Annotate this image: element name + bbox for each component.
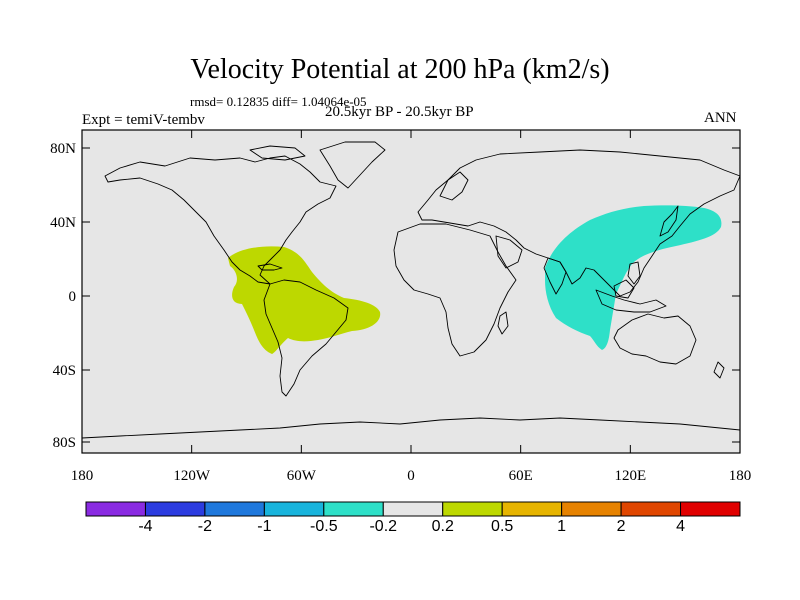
colorbar-box — [204, 501, 265, 517]
map-background — [82, 130, 740, 453]
lon-tick-label: 180 — [71, 468, 94, 484]
colorbar-box — [620, 501, 682, 517]
india-coast — [543, 257, 567, 295]
indonesia-coast — [595, 289, 667, 313]
colorbar-box — [442, 501, 503, 517]
antarctica-coast — [81, 417, 741, 439]
colorbar-label: -2 — [197, 518, 213, 535]
lat-tick-label: 80N — [50, 141, 76, 157]
colorbar-label: 1 — [557, 518, 567, 535]
caribbean-coast — [257, 263, 283, 271]
scandinavia-coast — [439, 171, 469, 201]
lon-tick-label: 60W — [287, 468, 317, 484]
new-zealand-coast — [713, 361, 725, 379]
experiment-label: Expt = temiV-tembv — [82, 112, 205, 128]
madagascar-coast — [497, 311, 509, 335]
africa-coast — [393, 223, 517, 357]
colorbar-box — [561, 501, 622, 517]
colorbar-box — [680, 501, 741, 517]
japan-coast — [659, 205, 679, 237]
americas-positive-anomaly — [228, 246, 381, 354]
colorbar-label: -0.5 — [310, 518, 338, 535]
anomaly-layer — [228, 205, 722, 354]
stats-text: rmsd= 0.12835 diff= 1.04064e-05 — [190, 94, 367, 109]
greenland-coast — [319, 141, 386, 189]
plot-title: Velocity Potential at 200 hPa (km2/s) — [190, 54, 610, 85]
colorbar-label: 4 — [676, 518, 685, 535]
lat-tick-label: 40N — [50, 215, 76, 231]
lon-tick-label: 120E — [614, 468, 646, 484]
colorbar-label: 2 — [616, 518, 626, 535]
south-america-coast — [263, 279, 349, 397]
colorbar-box — [323, 501, 384, 517]
season-label: ANN — [704, 110, 737, 126]
north-america-coast — [104, 155, 337, 285]
coastlines — [81, 141, 741, 439]
lon-tick-label: 120W — [173, 468, 211, 484]
colorbar-box — [501, 501, 563, 517]
colorbar-box — [144, 501, 206, 517]
colorbar-label: 0.5 — [491, 518, 514, 535]
australia-coast — [613, 313, 697, 365]
colorbar-label: -4 — [138, 518, 153, 535]
lon-tick-label: 0 — [407, 468, 415, 484]
lat-tick-label: 40S — [53, 363, 76, 379]
arctic-islands-coast — [249, 145, 306, 161]
colorbar — [85, 501, 741, 517]
lon-tick-label: 60E — [509, 468, 533, 484]
lat-tick-label: 0 — [69, 289, 77, 305]
lat-tick-label: 80S — [53, 435, 76, 451]
asia-negative-anomaly — [545, 205, 722, 350]
colorbar-label: -0.2 — [369, 518, 398, 535]
eurasia-coast — [417, 149, 741, 297]
colorbar-box — [85, 501, 146, 517]
colorbar-box — [382, 501, 444, 517]
colorbar-label: 0.2 — [431, 518, 454, 535]
arabia-coast — [495, 235, 523, 269]
colorbar-box — [263, 501, 325, 517]
lon-tick-label: 180 — [729, 468, 752, 484]
period-label: 20.5kyr BP - 20.5kyr BP — [325, 104, 474, 120]
colorbar-label: -1 — [257, 518, 272, 535]
borneo-coast — [613, 279, 635, 299]
philippines-coast — [627, 261, 641, 285]
